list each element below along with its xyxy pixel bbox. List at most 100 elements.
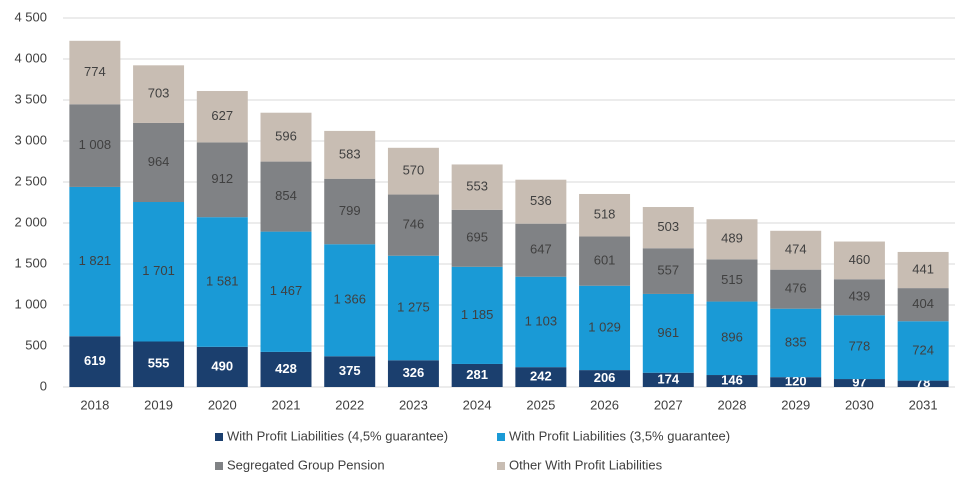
data-label: 583 bbox=[339, 146, 361, 161]
data-label: 596 bbox=[275, 129, 297, 144]
data-label: 474 bbox=[785, 242, 807, 257]
bar-segment bbox=[260, 351, 312, 387]
data-label: 441 bbox=[912, 261, 934, 276]
bar-segment bbox=[833, 379, 885, 387]
y-tick-label: 4 000 bbox=[14, 50, 47, 65]
data-label: 1 275 bbox=[397, 299, 430, 314]
bar-segment bbox=[706, 375, 758, 387]
data-label: 724 bbox=[912, 342, 934, 357]
bar-segment bbox=[196, 217, 248, 347]
data-label: 896 bbox=[721, 330, 743, 345]
legend-swatch bbox=[497, 433, 505, 441]
x-tick-label: 2027 bbox=[654, 397, 683, 412]
bar-segment bbox=[387, 194, 439, 256]
bar-segment bbox=[642, 248, 694, 294]
data-label: 515 bbox=[721, 272, 743, 287]
data-label: 404 bbox=[912, 296, 934, 311]
bar-segment bbox=[515, 179, 567, 224]
bar-segment bbox=[324, 130, 376, 179]
bar-segment bbox=[196, 142, 248, 218]
x-tick-label: 2020 bbox=[208, 397, 237, 412]
data-label: 1 103 bbox=[525, 313, 558, 328]
y-tick-label: 500 bbox=[25, 337, 47, 352]
bar-segment bbox=[69, 186, 121, 337]
bar-segment bbox=[133, 65, 185, 123]
bar-segment bbox=[579, 285, 631, 371]
data-label: 476 bbox=[785, 281, 807, 296]
bar-segment bbox=[451, 164, 503, 210]
data-label: 503 bbox=[657, 219, 679, 234]
bar-segment bbox=[451, 266, 503, 364]
data-label: 961 bbox=[657, 325, 679, 340]
data-label: 518 bbox=[594, 207, 616, 222]
y-tick-label: 2 500 bbox=[14, 173, 47, 188]
x-tick-label: 2030 bbox=[845, 397, 874, 412]
bar-segment bbox=[515, 276, 567, 368]
data-label: 553 bbox=[466, 179, 488, 194]
data-label: 778 bbox=[849, 339, 871, 354]
y-tick-label: 1 500 bbox=[14, 255, 47, 270]
data-label: 1 467 bbox=[270, 283, 303, 298]
bar-segment bbox=[387, 360, 439, 387]
legend-label: With Profit Liabilities (4,5% guarantee) bbox=[227, 428, 448, 443]
bar-segment bbox=[706, 259, 758, 302]
bar-segment bbox=[642, 207, 694, 249]
bar-segment bbox=[897, 380, 949, 387]
bar-segment bbox=[387, 255, 439, 361]
data-label: 854 bbox=[275, 188, 297, 203]
bar-segment bbox=[770, 308, 822, 378]
data-label: 703 bbox=[148, 86, 170, 101]
bar-segment bbox=[642, 293, 694, 373]
bar-segment bbox=[770, 377, 822, 387]
data-label: 1 581 bbox=[206, 273, 239, 288]
x-tick-label: 2018 bbox=[80, 397, 109, 412]
x-tick-label: 2029 bbox=[781, 397, 810, 412]
y-tick-label: 2 000 bbox=[14, 214, 47, 229]
bar-segment bbox=[642, 372, 694, 387]
data-label: 835 bbox=[785, 334, 807, 349]
bar-segment bbox=[770, 269, 822, 309]
data-label: 647 bbox=[530, 242, 552, 257]
x-tick-label: 2022 bbox=[335, 397, 364, 412]
bar-segment bbox=[515, 367, 567, 387]
data-label: 555 bbox=[148, 356, 170, 371]
data-label: 428 bbox=[275, 361, 297, 376]
data-label: 146 bbox=[721, 372, 743, 387]
bar-segment bbox=[897, 321, 949, 381]
legend-swatch bbox=[215, 433, 223, 441]
bar-segment bbox=[69, 336, 121, 387]
legend-swatch bbox=[215, 462, 223, 470]
data-label: 912 bbox=[211, 171, 233, 186]
data-label: 695 bbox=[466, 230, 488, 245]
x-tick-label: 2031 bbox=[909, 397, 938, 412]
data-label: 281 bbox=[466, 367, 488, 382]
data-label: 1 185 bbox=[461, 307, 494, 322]
bar-segment bbox=[579, 370, 631, 387]
data-label: 774 bbox=[84, 64, 106, 79]
data-label: 746 bbox=[403, 217, 425, 232]
legend-label: With Profit Liabilities (3,5% guarantee) bbox=[509, 428, 730, 443]
data-label: 460 bbox=[849, 252, 871, 267]
bar-segment bbox=[451, 209, 503, 267]
bar-segment bbox=[260, 112, 312, 162]
x-tick-label: 2028 bbox=[718, 397, 747, 412]
data-label: 1 008 bbox=[79, 137, 112, 152]
bar-segment bbox=[770, 230, 822, 270]
bar-segment bbox=[324, 356, 376, 387]
data-label: 1 366 bbox=[333, 292, 366, 307]
bar-segment bbox=[706, 301, 758, 376]
bar-segment bbox=[324, 244, 376, 357]
data-label: 627 bbox=[211, 108, 233, 123]
bar-segment bbox=[69, 104, 121, 187]
bar-segment bbox=[324, 178, 376, 245]
x-tick-label: 2026 bbox=[590, 397, 619, 412]
x-tick-label: 2024 bbox=[463, 397, 492, 412]
bar-segment bbox=[260, 161, 312, 232]
data-label: 1 701 bbox=[142, 263, 175, 278]
bar-segment bbox=[133, 341, 185, 387]
data-label: 490 bbox=[211, 358, 233, 373]
data-label: 174 bbox=[657, 371, 679, 386]
legend-swatch bbox=[497, 462, 505, 470]
data-label: 557 bbox=[657, 263, 679, 278]
